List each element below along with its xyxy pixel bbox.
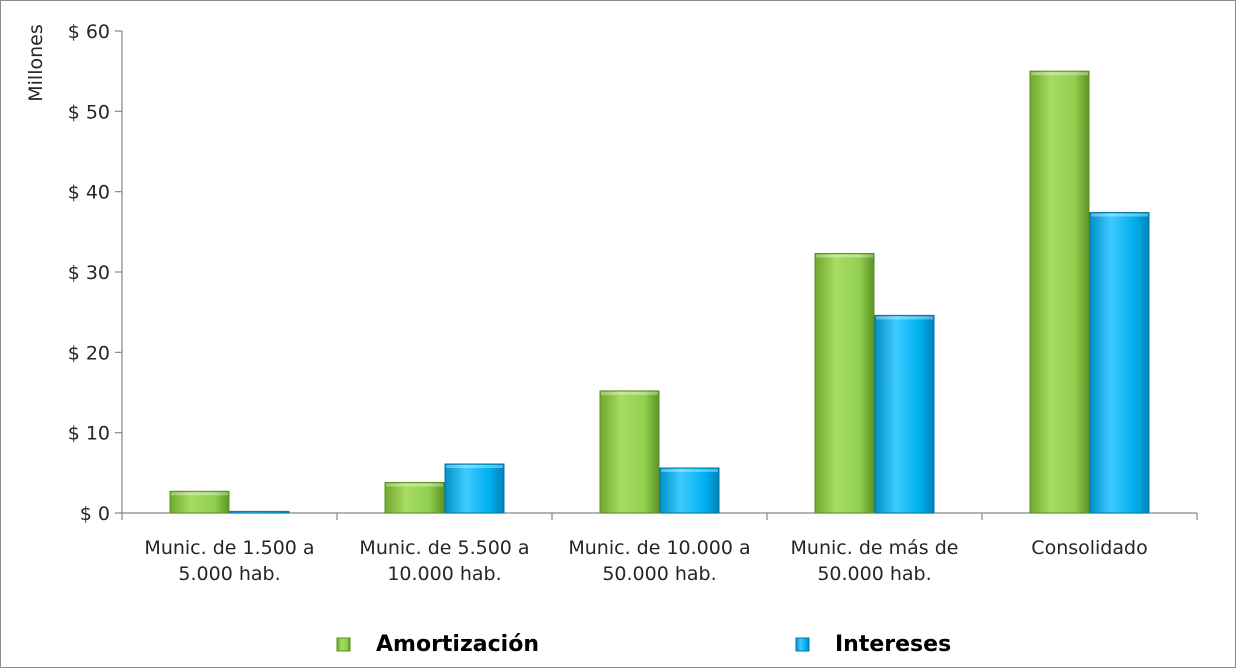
- bar-bevel: [386, 483, 443, 487]
- bar-amortizacion: [384, 481, 445, 514]
- x-category-label: Munic. de 1.500 a: [144, 537, 314, 559]
- bar-bevel: [446, 464, 503, 468]
- x-category-label: 10.000 hab.: [387, 563, 501, 585]
- bar-amortizacion: [599, 390, 660, 514]
- bar-bevel: [1031, 72, 1088, 76]
- bar-intereses: [659, 467, 720, 514]
- y-tick-label: $ 0: [80, 503, 110, 525]
- y-tick-label: $ 10: [68, 423, 110, 445]
- bar-bevel: [661, 469, 718, 473]
- x-category-label: 50.000 hab.: [817, 563, 931, 585]
- x-category-label: Munic. de 10.000 a: [568, 537, 750, 559]
- x-category-label: Consolidado: [1031, 537, 1147, 559]
- y-tick-label: $ 60: [68, 21, 110, 43]
- y-tick-label: $ 20: [68, 342, 110, 364]
- legend-label-intereses: Intereses: [835, 632, 951, 657]
- x-category-label: 50.000 hab.: [602, 563, 716, 585]
- legend-swatch-amortizacion: [336, 637, 351, 652]
- legend-label-amortizacion: Amortización: [376, 632, 539, 657]
- legend-swatch-intereses: [795, 637, 810, 652]
- x-category-label: 5.000 hab.: [178, 563, 280, 585]
- y-tick-label: $ 50: [68, 101, 110, 123]
- x-category-label: Munic. de más de: [791, 537, 959, 559]
- x-category-label: Munic. de 5.500 a: [359, 537, 529, 559]
- y-tick-label: $ 30: [68, 262, 110, 284]
- bar-intereses: [874, 314, 935, 514]
- bar-bevel: [1091, 213, 1148, 217]
- bar-bevel: [876, 316, 933, 320]
- y-axis-title: Millones: [25, 24, 47, 101]
- y-tick-label: $ 40: [68, 182, 110, 204]
- bar-amortizacion: [814, 253, 875, 514]
- bar-amortizacion: [1029, 70, 1090, 514]
- bar-intereses: [1089, 212, 1150, 514]
- bar-bevel: [816, 254, 873, 258]
- bar-amortizacion: [169, 490, 230, 514]
- bar-bevel: [601, 391, 658, 395]
- bar-bevel: [171, 492, 228, 496]
- bar-intereses: [444, 463, 505, 514]
- bar-intereses: [229, 510, 290, 514]
